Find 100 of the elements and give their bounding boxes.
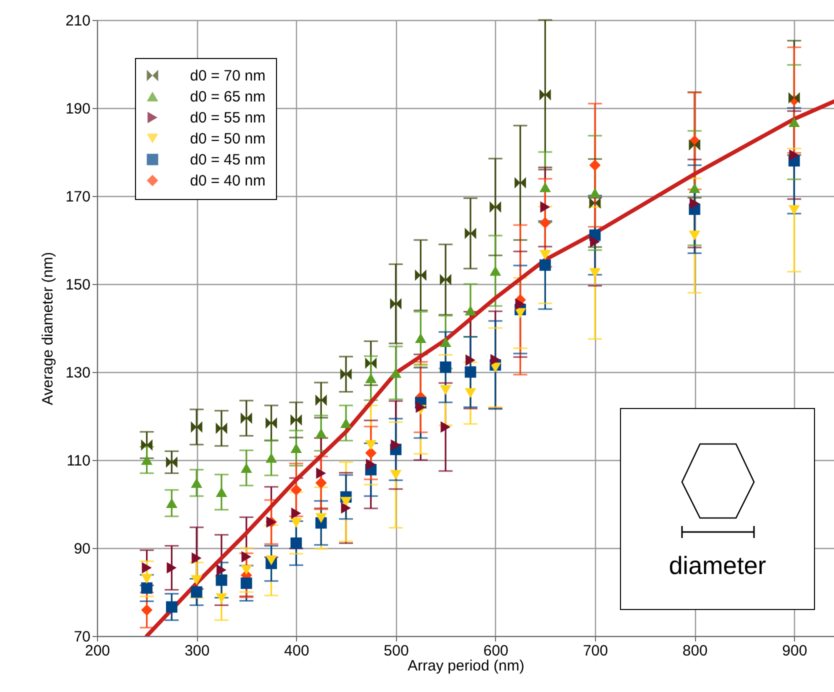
point (390, 439, 401, 451)
y-tick-label: 90 (74, 540, 90, 558)
point (440, 385, 452, 395)
point (240, 462, 252, 473)
point (365, 373, 377, 384)
point (266, 452, 277, 463)
point (190, 421, 202, 433)
point (216, 487, 228, 498)
point (366, 458, 376, 470)
y-tick-label: 110 (66, 452, 90, 470)
point (290, 518, 302, 528)
point (142, 562, 152, 574)
point (216, 564, 226, 576)
point (440, 337, 452, 348)
point (688, 230, 700, 241)
point (464, 305, 476, 316)
point (490, 201, 502, 213)
x-tick-label: 900 (782, 642, 808, 660)
point (464, 388, 476, 398)
point (190, 586, 202, 598)
point (216, 574, 228, 586)
point (539, 217, 551, 229)
point (539, 182, 551, 192)
point (166, 456, 178, 468)
point (340, 418, 352, 428)
point (539, 259, 551, 271)
point (241, 551, 252, 562)
point (216, 593, 228, 604)
point (788, 205, 800, 216)
point (539, 250, 551, 260)
point (365, 440, 377, 450)
point (414, 333, 426, 344)
point (290, 443, 302, 454)
point (540, 201, 550, 213)
point (490, 266, 502, 276)
point (365, 447, 377, 459)
point (240, 565, 252, 575)
point (688, 183, 700, 194)
x-tick-label: 500 (384, 642, 409, 660)
point (466, 354, 476, 366)
point (141, 604, 152, 616)
x-tick-label: 600 (483, 642, 508, 660)
point (240, 578, 252, 589)
point (414, 270, 426, 281)
y-tick-label: 190 (65, 100, 90, 118)
point (464, 366, 476, 378)
annotation: diameter (668, 552, 768, 581)
legend-label: d0 = 55 nm (190, 110, 266, 126)
point (514, 177, 526, 188)
point (341, 502, 351, 514)
point (515, 298, 526, 310)
point (416, 402, 426, 413)
point (290, 484, 302, 496)
point (166, 562, 177, 574)
point (340, 496, 352, 507)
point (290, 414, 302, 426)
point (490, 354, 500, 366)
y-tick-label: 150 (65, 276, 90, 294)
point (464, 228, 476, 240)
point (589, 188, 601, 198)
legend-label: d0 = 50 nm (190, 130, 266, 148)
point (390, 368, 402, 378)
point (589, 160, 601, 171)
point (365, 358, 377, 369)
y-axis-title: Average diameter (nm) (39, 252, 56, 406)
x-tick-label: 700 (582, 642, 608, 660)
point (390, 298, 402, 310)
y-tick-label: 130 (65, 364, 90, 382)
point (291, 508, 302, 519)
point (788, 117, 800, 128)
point (240, 412, 252, 424)
point (688, 139, 700, 151)
point (590, 236, 600, 248)
x-tick-label: 200 (84, 642, 110, 660)
legend-label: d0 = 65 nm (190, 88, 266, 106)
x-tick-label: 300 (184, 642, 210, 660)
point (166, 601, 178, 613)
legend-label: d0 = 40 nm (190, 172, 266, 190)
point (290, 537, 302, 549)
point (390, 470, 402, 480)
point (141, 439, 152, 451)
point (440, 274, 452, 286)
x-tick-label: 800 (682, 642, 708, 660)
point (440, 361, 452, 373)
point (266, 417, 277, 429)
point (315, 477, 327, 489)
legend-label: d0 = 45 nm (190, 152, 266, 168)
point (266, 555, 277, 566)
point (315, 428, 327, 438)
point (216, 422, 228, 434)
point (190, 575, 202, 586)
point (141, 574, 152, 584)
point (141, 455, 152, 465)
point (315, 513, 327, 524)
y-tick-label: 210 (65, 12, 90, 30)
legend-label: d0 = 70 nm (190, 68, 266, 84)
point (514, 308, 526, 318)
point (440, 421, 451, 433)
y-tick-label: 170 (65, 188, 90, 206)
point (539, 89, 551, 100)
